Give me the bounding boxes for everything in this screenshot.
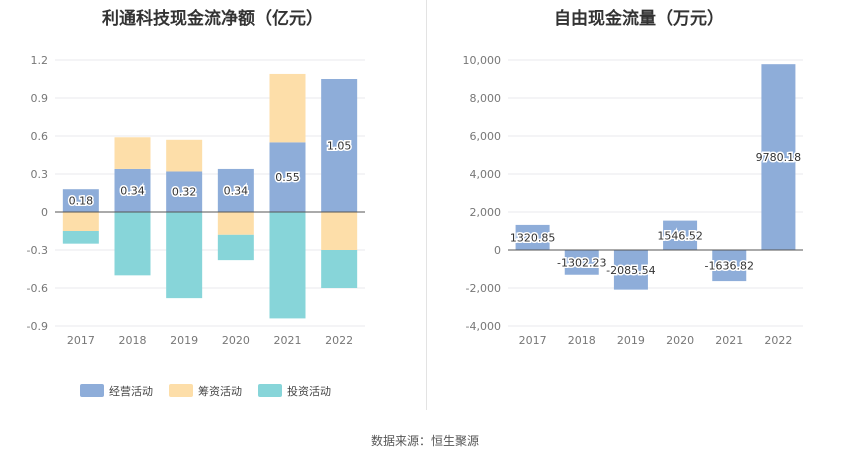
x-tick-label: 2019 — [617, 334, 645, 347]
x-tick-label: 2022 — [325, 334, 353, 347]
x-tick-label: 2017 — [519, 334, 547, 347]
bar-经营活动-2019 — [166, 171, 203, 212]
x-tick-label: 2018 — [568, 334, 596, 347]
y-tick-label: -2,000 — [466, 282, 501, 295]
y-tick-label: -0.9 — [27, 320, 48, 333]
data-label: 0.18 — [69, 195, 94, 208]
y-tick-label: 0.3 — [31, 168, 49, 181]
data-source-note: 数据来源：恒生聚源 — [370, 434, 479, 448]
y-tick-label: 0 — [494, 244, 501, 257]
y-tick-label: 0.9 — [31, 92, 49, 105]
free-cash-flow-chart: -4,000 -2,000 0 2,000 4,000 6,000 8,000 10,000 2… — [463, 54, 803, 347]
bar-筹资活动-2021 — [269, 73, 306, 143]
bar-经营活动-2020 — [217, 168, 254, 212]
bar-free-cash-flow-2020 — [663, 220, 698, 250]
panel-divider — [426, 0, 427, 410]
cash-flow-chart: -0.9 -0.6 -0.3 0 0.3 0.6 0.9 1.2 2017 2018 2019 202… — [27, 54, 365, 398]
data-label: 0.34 — [224, 184, 249, 197]
free-cash-flow-chart-panel: 自由现金流量（万元） -4,000 -2,000 0 2,000 4,000 6,000 8… — [428, 0, 850, 410]
free-cash-flow-chart-title: 自由现金流量（万元） — [554, 9, 724, 29]
legend-label: 投资活动 — [287, 384, 331, 398]
data-label: 1.05 — [327, 140, 352, 153]
y-tick-label: -4,000 — [466, 320, 501, 333]
bar-筹资活动-2017 — [62, 212, 99, 231]
bar-经营活动-2022 — [321, 79, 358, 212]
y-tick-label: -0.3 — [27, 244, 48, 257]
data-label: 1546.52 — [657, 229, 703, 242]
bar-投资活动-2021 — [269, 212, 306, 319]
y-tick-label: 2,000 — [470, 206, 502, 219]
y-tick-label: 8,000 — [470, 92, 502, 105]
bar-free-cash-flow-2017 — [515, 224, 550, 250]
legend-swatch — [169, 384, 193, 397]
data-label: 0.34 — [120, 184, 145, 197]
bar-筹资活动-2018 — [114, 137, 151, 169]
bar-筹资活动-2019 — [166, 139, 203, 172]
y-tick-label: 0 — [41, 206, 48, 219]
y-tick-label: 4,000 — [470, 168, 502, 181]
bar-free-cash-flow-2022 — [761, 64, 796, 251]
data-label: 1320.85 — [510, 231, 556, 244]
bar-经营活动-2017 — [62, 189, 99, 212]
data-label: -1636.82 — [705, 260, 754, 273]
bar-投资活动-2017 — [62, 231, 99, 244]
bar-筹资活动-2022 — [321, 212, 358, 250]
bar-筹资活动-2020 — [217, 212, 254, 235]
x-tick-label: 2021 — [274, 334, 302, 347]
x-tick-label: 2019 — [170, 334, 198, 347]
bar-经营活动-2021 — [269, 142, 306, 212]
bar-free-cash-flow-2019 — [613, 250, 648, 290]
data-label: 9780.18 — [756, 151, 802, 164]
data-label: -2085.54 — [606, 264, 655, 277]
x-tick-label: 2021 — [715, 334, 743, 347]
cash-flow-chart-panel: 利通科技现金流净额（亿元） -0.9 -0.6 -0.3 0 0.3 0.6 0.9 1.2 2… — [0, 0, 425, 410]
y-tick-label: 1.2 — [31, 54, 49, 67]
bar-free-cash-flow-2018 — [564, 250, 599, 275]
y-tick-label: 6,000 — [470, 130, 502, 143]
data-label: -1302.23 — [557, 256, 606, 269]
data-label: 0.32 — [172, 186, 197, 199]
bar-投资活动-2022 — [321, 250, 358, 288]
cash-flow-chart-title: 利通科技现金流净额（亿元） — [102, 9, 323, 29]
x-tick-label: 2017 — [67, 334, 95, 347]
data-label: 0.55 — [275, 171, 300, 184]
legend-label: 筹资活动 — [198, 384, 242, 398]
bar-投资活动-2018 — [114, 212, 151, 276]
bar-投资活动-2019 — [166, 212, 203, 299]
x-tick-label: 2018 — [119, 334, 147, 347]
x-tick-label: 2020 — [666, 334, 694, 347]
y-tick-label: 0.6 — [31, 130, 49, 143]
x-tick-label: 2020 — [222, 334, 250, 347]
x-tick-label: 2022 — [764, 334, 792, 347]
legend-swatch — [258, 384, 282, 397]
legend-swatch — [80, 384, 104, 397]
bar-free-cash-flow-2021 — [712, 250, 747, 282]
bar-投资活动-2020 — [217, 234, 254, 261]
bar-经营活动-2018 — [114, 168, 151, 212]
y-tick-label: 10,000 — [463, 54, 502, 67]
legend-label: 经营活动 — [109, 384, 153, 398]
y-tick-label: -0.6 — [27, 282, 48, 295]
